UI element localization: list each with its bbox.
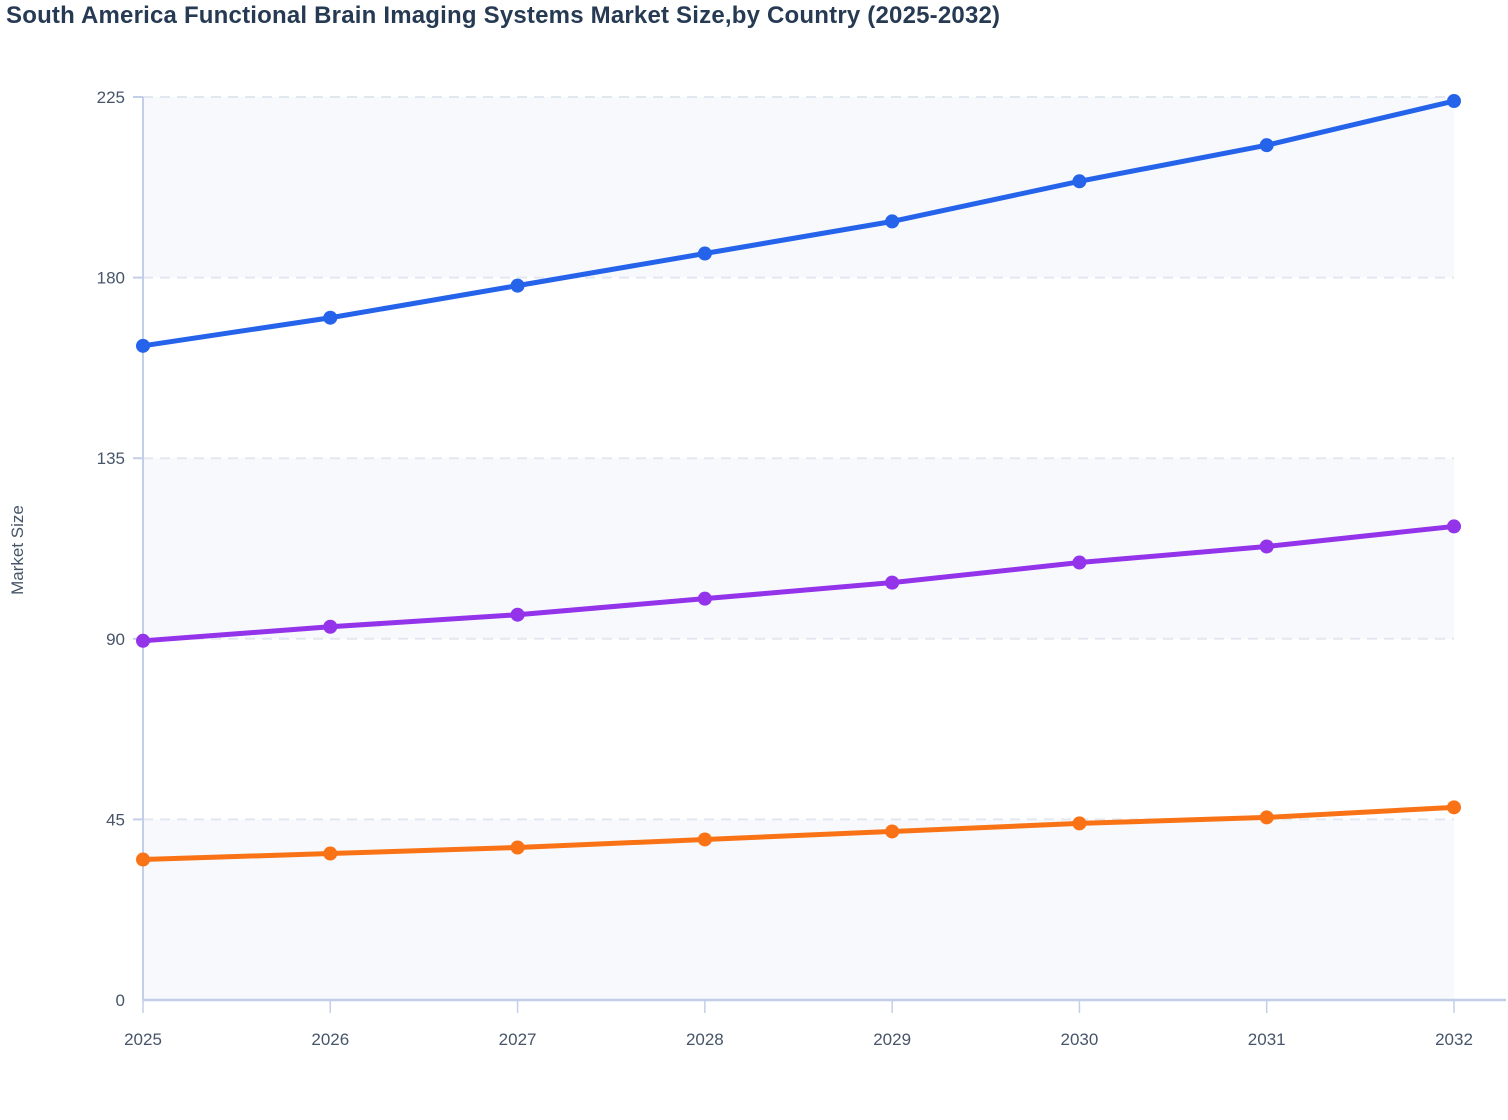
x-tick-label: 2031 [1248, 1030, 1286, 1049]
series-purple-point[interactable] [1072, 555, 1087, 570]
series-orange-point[interactable] [1072, 816, 1087, 831]
y-tick-label: 0 [116, 991, 125, 1010]
series-purple-point[interactable] [323, 619, 338, 634]
y-tick-label: 45 [106, 810, 125, 829]
y-tick-label: 225 [97, 88, 125, 107]
series-purple-point[interactable] [1259, 539, 1274, 554]
series-blue-point[interactable] [1259, 138, 1274, 153]
x-tick-label: 2028 [686, 1030, 724, 1049]
series-blue-point[interactable] [510, 278, 525, 293]
y-tick-label: 90 [106, 630, 125, 649]
x-tick-label: 2030 [1061, 1030, 1099, 1049]
series-purple-point[interactable] [885, 575, 900, 590]
plot-band [143, 97, 1454, 278]
series-orange-point[interactable] [697, 832, 712, 847]
series-purple-point[interactable] [697, 591, 712, 606]
x-tick-label: 2026 [311, 1030, 349, 1049]
plot-band [143, 819, 1454, 1000]
series-orange-point[interactable] [323, 846, 338, 861]
x-tick-label: 2032 [1435, 1030, 1473, 1049]
series-purple-point[interactable] [510, 607, 525, 622]
series-blue-point[interactable] [323, 310, 338, 325]
series-orange-point[interactable] [1447, 800, 1461, 815]
x-tick-label: 2029 [873, 1030, 911, 1049]
series-orange-point[interactable] [136, 852, 150, 867]
series-orange-line [140, 804, 1457, 863]
series-blue-line [140, 98, 1457, 349]
chart-title: South America Functional Brain Imaging S… [6, 2, 1001, 29]
y-tick-label: 180 [97, 269, 125, 288]
series-blue-point[interactable] [697, 246, 712, 261]
series-orange-point[interactable] [510, 840, 525, 855]
series-blue-point[interactable] [1072, 174, 1087, 189]
x-tick-label: 2027 [499, 1030, 537, 1049]
series-orange-point[interactable] [1259, 810, 1274, 825]
series-blue-point[interactable] [885, 214, 900, 229]
series-purple-point[interactable] [1447, 519, 1461, 534]
series-purple-line [140, 523, 1457, 644]
series-blue-point[interactable] [1447, 94, 1461, 109]
series-purple-point[interactable] [136, 633, 150, 648]
y-tick-label: 135 [97, 449, 125, 468]
series-blue-point[interactable] [136, 338, 150, 353]
x-tick-label: 2025 [124, 1030, 162, 1049]
series-orange-point[interactable] [885, 824, 900, 839]
